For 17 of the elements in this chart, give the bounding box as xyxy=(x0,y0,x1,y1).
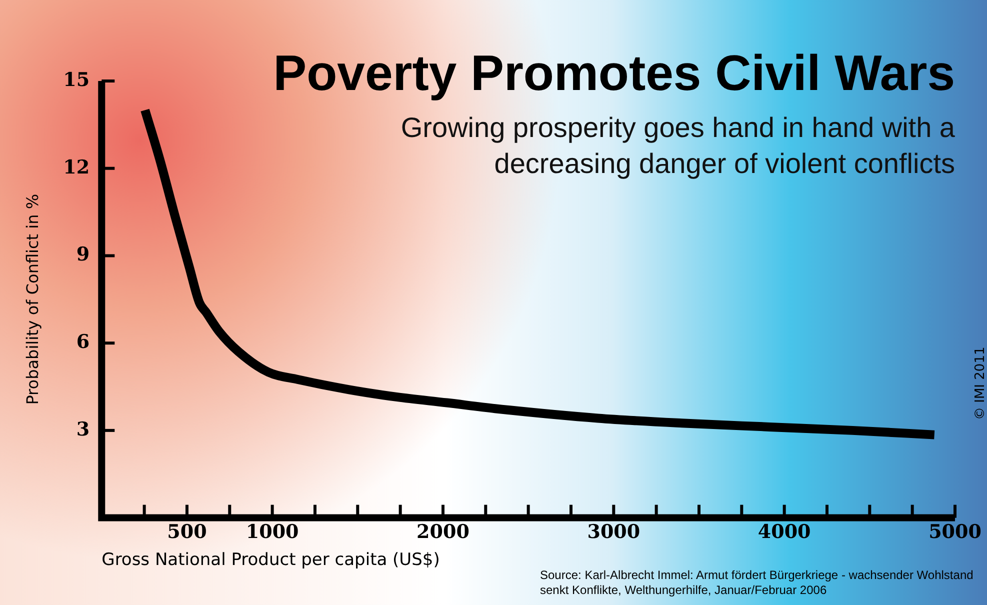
x-tick-label: 5000 xyxy=(928,521,982,544)
y-tick-label: 3 xyxy=(76,418,90,440)
y-tick-label: 9 xyxy=(76,244,90,266)
x-tick-label: 500 xyxy=(167,521,207,544)
source-note: Source: Karl-Albrecht Immel: Armut fördert Bürgerkriege - wachsender Wohlstand senkt Konflikte, Welthungerhilfe, Januar/Februar 2006 xyxy=(540,568,974,598)
chart-title: Poverty Promotes Civil Wars xyxy=(273,44,955,102)
x-tick-label: 4000 xyxy=(758,521,811,544)
x-tick-label: 3000 xyxy=(587,521,640,544)
x-tick-label: 2000 xyxy=(416,521,470,544)
x-axis-title: Gross National Product per capita (US$) xyxy=(102,550,440,570)
text: Growing prosperity goes hand in hand with a decreasing danger of violent conflicts xyxy=(400,111,955,181)
y-tick-label: 15 xyxy=(63,68,90,91)
y-axis-title: Probability of Conflict in % xyxy=(22,194,42,405)
text: © IMI 2011 xyxy=(973,346,987,420)
y-tick-label: 12 xyxy=(63,156,90,178)
y-tick-label: 6 xyxy=(76,331,90,354)
x-tick-label: 1000 xyxy=(246,521,299,544)
